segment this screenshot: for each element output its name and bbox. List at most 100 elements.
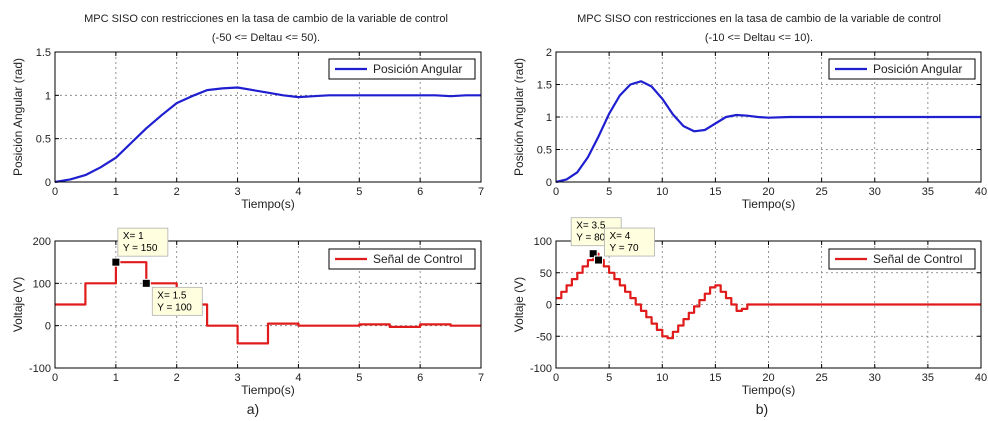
axes-box: [54, 240, 482, 369]
x-axis-label: Tiempo(s): [241, 197, 295, 211]
x-tick-label: 1: [113, 372, 119, 384]
x-tick-label: 0: [52, 186, 58, 198]
chart-position-right: 0 5 10 15 20 25 30 35 40 0 0.5 1 1.5 2 Tiempo(s) Posici…: [512, 47, 987, 211]
datatip-x: X= 3.5: [576, 221, 606, 232]
x-tick-label: 35: [922, 186, 934, 198]
series-line: [555, 80, 981, 184]
y-axis-label: Posición Angular (rad): [512, 58, 526, 176]
datatip-box: [151, 286, 203, 316]
chart-control-right: 0 5 10 15 20 25 30 35 40 -100 -50 0 50 100 Tiempo(s) Vo…: [512, 217, 987, 397]
panel-label-b: b): [756, 401, 768, 417]
legend-label: Posición Angular: [373, 62, 462, 76]
x-tick-label: 5: [606, 372, 612, 384]
x-tick-label: 25: [816, 372, 828, 384]
axes-box: [555, 240, 982, 369]
x-tick-label: 15: [709, 372, 721, 384]
title-left-line2: (-50 <= Deltau <= 50).: [212, 32, 320, 44]
x-tick-label: 4: [295, 186, 301, 198]
y-tick-label: 0.5: [36, 134, 51, 146]
x-tick-label: 10: [656, 186, 668, 198]
x-tick-label: 40: [975, 372, 987, 384]
series-line: [54, 86, 481, 184]
x-tick-label: 1: [113, 186, 119, 198]
title-right-line1: MPC SISO con restricciones en la tasa de…: [577, 13, 941, 25]
datatip-x: X= 4: [610, 231, 631, 242]
x-tick-label: 7: [478, 372, 484, 384]
datatip-x: X= 1: [123, 231, 144, 242]
x-tick-label: 20: [762, 186, 774, 198]
datatip-box: [117, 227, 169, 257]
chart-position-left: 0 1 2 3 4 5 6 7 0 0.5 1 1.5 Tiempo(s) Posición Angula…: [11, 47, 484, 211]
y-tick-label: -100: [530, 363, 552, 375]
y-tick-label: 100: [534, 236, 552, 248]
x-tick-label: 15: [709, 186, 721, 198]
datatip[interactable]: X= 1Y = 150: [111, 227, 169, 267]
y-axis-label: Voltaje (V): [512, 277, 526, 332]
y-tick-label: 200: [33, 236, 51, 248]
legend-box: [828, 58, 976, 80]
x-tick-label: 2: [174, 186, 180, 198]
series-line: [556, 252, 981, 340]
x-tick-label: 30: [869, 186, 881, 198]
datatip[interactable]: X= 4Y = 70: [594, 227, 655, 265]
y-tick-label: -100: [29, 363, 51, 375]
x-axis-label: Tiempo(s): [742, 197, 796, 211]
panel-label-a: a): [247, 401, 259, 417]
legend-label: Señal de Control: [873, 252, 962, 266]
y-tick-label: 1: [546, 112, 552, 124]
datatip-marker: [588, 249, 598, 259]
y-tick-label: 0: [546, 300, 552, 312]
x-tick-label: 5: [606, 186, 612, 198]
datatip-y: Y = 70: [610, 243, 639, 254]
x-tick-label: 7: [478, 186, 484, 198]
x-tick-label: 5: [356, 186, 362, 198]
legend-label: Posición Angular: [873, 62, 962, 76]
y-tick-label: 0: [45, 177, 51, 189]
y-tick-label: 1.5: [36, 47, 51, 59]
datatip[interactable]: X= 1.5Y = 100: [141, 278, 203, 316]
y-tick-label: 0.5: [537, 145, 552, 157]
y-tick-label: 1.5: [537, 80, 552, 92]
datatip-box: [604, 227, 655, 257]
x-tick-label: 3: [235, 186, 241, 198]
x-tick-label: 35: [922, 372, 934, 384]
datatip-y: Y = 80: [576, 233, 605, 244]
y-tick-label: 0: [546, 177, 552, 189]
x-tick-label: 0: [52, 372, 58, 384]
x-tick-label: 0: [553, 372, 559, 384]
title-right-line2: (-10 <= Deltau <= 10).: [705, 32, 813, 44]
x-tick-label: 4: [295, 372, 301, 384]
axes-box: [54, 51, 482, 183]
datatip-y: Y = 100: [157, 302, 192, 313]
datatip-x: X= 1.5: [157, 290, 187, 301]
y-axis-label: Posición Angular (rad): [11, 58, 25, 176]
y-tick-label: 2: [546, 47, 552, 59]
x-tick-label: 10: [656, 372, 668, 384]
datatip-marker: [111, 257, 121, 267]
legend-box: [328, 248, 476, 270]
legend-label: Señal de Control: [373, 252, 462, 266]
datatip-marker: [594, 255, 603, 265]
y-tick-label: -50: [536, 331, 552, 343]
y-tick-label: 50: [540, 268, 552, 280]
y-tick-label: 100: [33, 278, 51, 290]
x-tick-label: 5: [356, 372, 362, 384]
x-tick-label: 0: [553, 186, 559, 198]
y-tick-label: 0: [45, 321, 51, 333]
axes-box: [555, 51, 982, 183]
y-axis-label: Voltaje (V): [11, 277, 25, 332]
x-tick-label: 30: [869, 372, 881, 384]
x-tick-label: 20: [762, 372, 774, 384]
legend-box: [828, 248, 976, 270]
x-tick-label: 25: [816, 186, 828, 198]
x-axis-label: Tiempo(s): [241, 383, 295, 397]
y-tick-label: 1: [45, 90, 51, 102]
datatip-marker: [141, 278, 151, 288]
x-tick-label: 2: [174, 372, 180, 384]
datatip-y: Y = 150: [123, 243, 158, 254]
title-left-line1: MPC SISO con restricciones en la tasa de…: [84, 13, 448, 25]
series-line: [55, 261, 481, 345]
legend-box: [328, 58, 476, 80]
